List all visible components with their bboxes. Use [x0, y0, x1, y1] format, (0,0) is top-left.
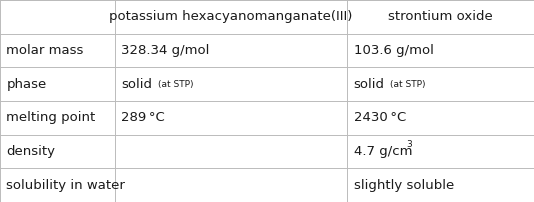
Text: melting point: melting point [6, 111, 96, 124]
Text: solid: solid [354, 78, 384, 91]
Text: 328.34 g/mol: 328.34 g/mol [121, 44, 209, 57]
Text: 4.7 g/cm: 4.7 g/cm [354, 145, 412, 158]
Text: molar mass: molar mass [6, 44, 84, 57]
Text: density: density [6, 145, 56, 158]
Text: (at STP): (at STP) [390, 80, 425, 89]
Text: 3: 3 [406, 140, 412, 149]
Text: solid: solid [121, 78, 152, 91]
Text: phase: phase [6, 78, 46, 91]
Text: 289 °C: 289 °C [121, 111, 165, 124]
Text: potassium hexacyanomanganate(III): potassium hexacyanomanganate(III) [109, 10, 352, 23]
Text: strontium oxide: strontium oxide [388, 10, 493, 23]
Text: solubility in water: solubility in water [6, 179, 125, 192]
Text: slightly soluble: slightly soluble [354, 179, 454, 192]
Text: 2430 °C: 2430 °C [354, 111, 406, 124]
Text: 103.6 g/mol: 103.6 g/mol [354, 44, 434, 57]
Text: (at STP): (at STP) [158, 80, 193, 89]
